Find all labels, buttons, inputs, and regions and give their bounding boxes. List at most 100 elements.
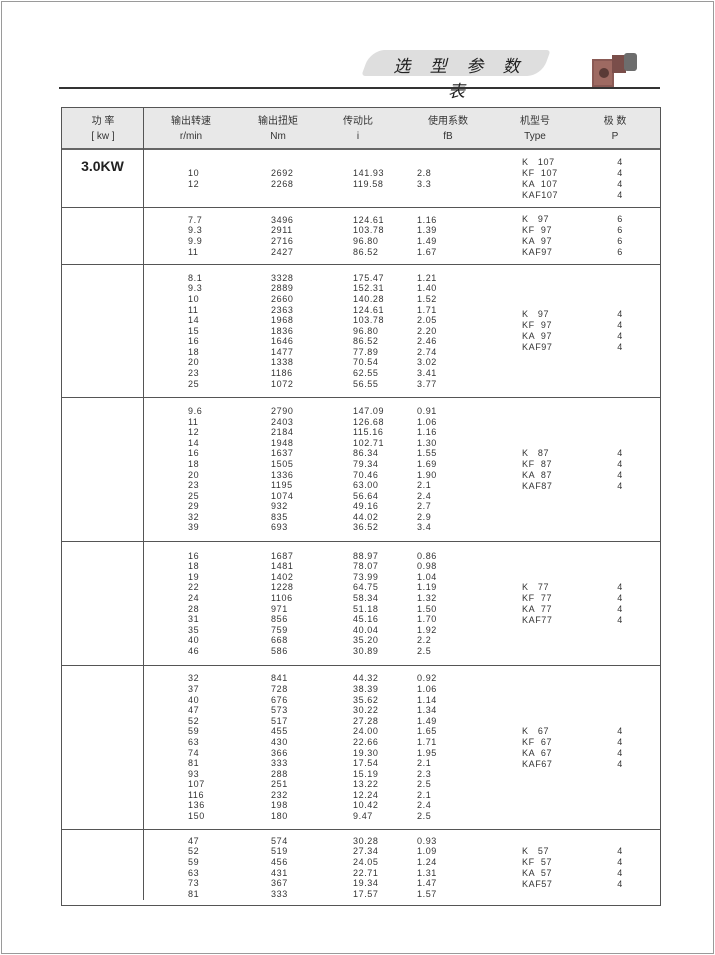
speed-cell: 12 — [188, 178, 200, 189]
column-label: 极 数 — [603, 116, 627, 127]
ratio-cell: 17.54 — [353, 758, 379, 769]
selection-table: 功 率 [ kw ] 输出转速 r/min 输出扭矩 Nm 传动比 i 使用系数 fB 机型号 Typ… — [61, 107, 661, 906]
service-factor-cell: 2.05 — [417, 315, 437, 326]
poles-cell: 4 — [617, 603, 623, 614]
speed-cell: 116 — [188, 789, 205, 800]
type-cell: KF 97 — [522, 320, 553, 330]
type-cell: KAF87 — [522, 480, 553, 491]
service-factor-cell: 1.49 — [417, 236, 437, 246]
type-row: KAF57 4 — [62, 879, 660, 890]
torque-cell: 932 — [271, 501, 288, 512]
type-cell: K 67 — [522, 725, 550, 736]
speed-cell: 136 — [188, 800, 205, 811]
service-factor-cell: 0.86 — [417, 550, 437, 561]
speed-cell: 81 — [188, 758, 200, 769]
type-row: K 97 6 — [62, 214, 660, 225]
type-row: KAF77 4 — [62, 615, 660, 626]
table-row: 14 1968 103.78 2.05 — [62, 315, 660, 326]
table-row: 11 2403 126.68 1.06 — [62, 417, 660, 428]
poles-cell: 4 — [617, 447, 623, 458]
type-row: KA 97 6 — [62, 236, 660, 247]
poles-cell: 4 — [617, 747, 623, 758]
poles-cell: 6 — [617, 225, 623, 235]
torque-cell: 2911 — [271, 225, 293, 236]
ratio-cell: 79.34 — [353, 458, 379, 469]
poles-cell: 4 — [617, 189, 623, 200]
ratio-cell: 51.18 — [353, 603, 379, 614]
torque-cell: 455 — [271, 726, 288, 737]
ratio-cell: 24.05 — [353, 856, 379, 867]
torque-cell: 1106 — [271, 592, 293, 603]
service-factor-cell: 1.21 — [417, 272, 437, 283]
type-row: KA 97 4 — [62, 331, 660, 342]
torque-cell: 1646 — [271, 336, 294, 347]
power-value: 3.0KW — [81, 158, 124, 174]
service-factor-cell: 2.20 — [417, 325, 437, 336]
table-row: 16 1646 86.52 2.46 — [62, 336, 660, 347]
type-cell: KAF67 — [522, 758, 553, 769]
speed-cell: 9.3 — [188, 225, 203, 236]
type-row: K 107 4 — [62, 157, 660, 168]
table-row: 52 517 27.28 1.49 — [62, 716, 660, 727]
ratio-cell: 126.68 — [353, 416, 385, 427]
type-cell: KA 97 — [522, 331, 553, 341]
ratio-cell: 124.61 — [353, 304, 385, 315]
service-factor-cell: 0.98 — [417, 561, 437, 572]
ratio-cell: 152.31 — [353, 283, 385, 294]
table-row: 19 1402 73.99 1.04 — [62, 572, 660, 583]
model-section: 32 841 44.32 0.92 37 728 38.39 1.06 40 676 35.62 1.… — [62, 666, 660, 830]
type-row: KF 97 6 — [62, 225, 660, 236]
speed-cell: 22 — [188, 582, 200, 593]
type-row: KA 77 4 — [62, 604, 660, 615]
speed-cell: 11 — [188, 416, 199, 427]
speed-cell: 14 — [188, 437, 200, 448]
data-rows: 47 574 30.28 0.93 52 519 27.34 1.09 59 456 24.05 1.… — [62, 830, 660, 905]
table-row: 47 573 30.22 1.34 — [62, 705, 660, 716]
torque-cell: 2660 — [271, 293, 294, 304]
table-row: 63 430 22.66 1.71 — [62, 737, 660, 748]
service-factor-cell: 1.70 — [417, 614, 437, 625]
torque-cell: 288 — [271, 768, 288, 779]
poles-cell: 4 — [617, 167, 623, 178]
type-cell: KF 87 — [522, 458, 553, 469]
type-row: KF 87 4 — [62, 459, 660, 470]
table-row: 20 1336 70.46 1.90 — [62, 470, 660, 481]
type-cell: K 107 — [522, 156, 555, 167]
torque-cell: 586 — [271, 645, 288, 656]
service-factor-cell: 1.57 — [417, 888, 437, 899]
service-factor-cell: 1.39 — [417, 225, 437, 236]
service-factor-cell: 3.3 — [417, 178, 432, 189]
model-section: 47 574 30.28 0.93 52 519 27.34 1.09 59 456 24.05 1.… — [62, 830, 660, 906]
speed-cell: 52 — [188, 846, 200, 857]
data-rows: 8.1 3328 175.47 1.21 9.3 2889 152.31 1.40 10 2660… — [62, 265, 660, 397]
ratio-cell: 70.46 — [353, 469, 379, 480]
service-factor-cell: 1.90 — [417, 469, 437, 480]
ratio-cell: 44.32 — [353, 673, 379, 684]
speed-cell: 16 — [188, 550, 200, 561]
service-factor-cell: 2.74 — [417, 346, 437, 357]
speed-cell: 25 — [188, 490, 200, 501]
type-list: K 77 4 KF 77 4 KA 77 4 KAF77 4 — [62, 542, 660, 665]
type-list: K 97 4 KF 97 4 KA 97 4 KAF97 4 — [62, 265, 660, 397]
column-header: 使用系数 fB — [403, 114, 493, 144]
service-factor-cell: 2.2 — [417, 635, 432, 646]
torque-cell: 1836 — [271, 325, 294, 336]
type-cell: KF 67 — [522, 736, 553, 747]
ratio-cell: 12.24 — [353, 789, 379, 800]
poles-cell: 4 — [617, 178, 623, 189]
speed-cell: 20 — [188, 357, 200, 368]
type-cell: KAF97 — [522, 247, 553, 257]
service-factor-cell: 3.41 — [417, 368, 437, 379]
table-row: 11 2363 124.61 1.71 — [62, 305, 660, 316]
table-row: 47 574 30.28 0.93 — [62, 836, 660, 847]
speed-cell: 18 — [188, 561, 200, 572]
table-row: 52 519 27.34 1.09 — [62, 846, 660, 857]
speed-cell: 9.6 — [188, 405, 203, 416]
type-row: KA 107 4 — [62, 179, 660, 190]
torque-cell: 573 — [271, 705, 288, 716]
torque-cell: 431 — [271, 867, 288, 878]
ratio-cell: 147.09 — [353, 405, 385, 416]
poles-cell: 4 — [617, 736, 623, 747]
speed-cell: 18 — [188, 346, 200, 357]
table-row: 136 198 10.42 2.4 — [62, 800, 660, 811]
